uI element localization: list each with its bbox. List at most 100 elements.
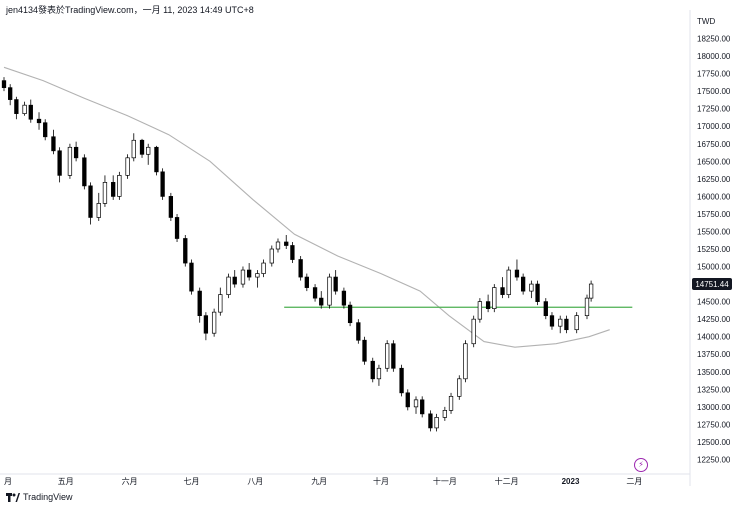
candle: [529, 280, 534, 299]
candle-body: [304, 276, 309, 288]
y-tick-label: 18250.00: [697, 35, 731, 44]
candle-body: [564, 318, 569, 331]
candle: [8, 84, 13, 106]
y-tick-label: 13500.00: [697, 368, 731, 377]
candle-body: [14, 99, 19, 114]
candle-body: [477, 301, 483, 320]
candle: [240, 266, 246, 288]
candle: [125, 154, 130, 179]
candle: [356, 319, 361, 344]
chart-header: jen4134發表於TradingView.com，一月 11, 2023 14…: [6, 5, 254, 15]
candle: [226, 273, 231, 299]
candle: [347, 301, 353, 327]
price-label-text: 14751.44: [695, 280, 729, 289]
candle-body: [43, 122, 48, 138]
y-tick-label: 18000.00: [697, 52, 731, 61]
candle-body: [211, 311, 217, 334]
x-tick-label: 八月: [247, 477, 263, 486]
candle-body: [146, 146, 151, 155]
candle-body: [203, 315, 209, 334]
candle: [391, 340, 396, 372]
candle-body: [492, 287, 497, 309]
candle: [471, 315, 476, 348]
candle-body: [117, 175, 122, 197]
x-tick-label: 十月: [373, 476, 389, 486]
candle: [588, 280, 594, 302]
candle: [492, 284, 497, 313]
candle-body: [428, 413, 433, 429]
candle-body: [514, 269, 520, 278]
candle: [57, 147, 62, 183]
candle-body: [312, 287, 318, 299]
y-tick-label: 13000.00: [697, 403, 731, 412]
y-tick-label: 17500.00: [697, 87, 731, 96]
candle: [535, 280, 540, 306]
y-tick-label: 13750.00: [697, 350, 731, 359]
candle-body: [82, 157, 87, 187]
candle-body: [160, 171, 165, 197]
price-label-box: [692, 277, 732, 290]
candle: [506, 266, 511, 299]
candle-body: [246, 269, 252, 278]
candle: [341, 287, 347, 309]
candle-body: [88, 185, 93, 218]
candle: [255, 270, 260, 288]
x-axis: 月 五月 六月 七月 八月 九月 十月 十一月 十二月 2023 二月: [4, 476, 642, 486]
candle: [405, 389, 410, 411]
candle: [96, 192, 101, 221]
x-tick-label: 月: [4, 477, 12, 486]
candle-body: [218, 294, 223, 313]
candle: [28, 99, 33, 123]
candle-body: [362, 339, 367, 362]
candle: [376, 364, 382, 386]
candle-body: [8, 87, 13, 100]
currency-label: TWD: [697, 17, 716, 26]
y-tick-label: 16500.00: [697, 157, 731, 166]
candle-body: [96, 203, 101, 218]
candle-body: [36, 118, 42, 124]
candle-body: [347, 304, 353, 324]
footer-brand: TradingView: [6, 492, 73, 502]
candle-body: [67, 146, 73, 176]
candle-body: [543, 301, 548, 317]
candle-body: [197, 290, 202, 317]
candle: [189, 259, 194, 295]
candle: [319, 291, 324, 309]
candle: [485, 294, 491, 313]
candle-body: [584, 297, 590, 317]
candle-body: [298, 259, 303, 278]
candle-body: [73, 146, 79, 159]
candle-body: [269, 248, 274, 264]
candle-body: [405, 392, 410, 408]
candle-body: [341, 290, 347, 306]
candle-body: [51, 136, 56, 152]
candle-body: [327, 276, 332, 306]
candle: [574, 312, 579, 334]
candle-body: [413, 399, 419, 408]
candle-body: [500, 287, 505, 295]
candle: [312, 284, 318, 302]
candle: [218, 287, 223, 316]
candle-body: [1, 80, 7, 89]
candle-body: [226, 276, 231, 295]
x-tick-label: 十二月: [495, 476, 519, 486]
candle-body: [168, 196, 174, 218]
candle: [43, 119, 48, 141]
candle-body: [232, 276, 237, 285]
candle: [154, 145, 159, 176]
candle: [448, 392, 454, 414]
candle: [111, 175, 116, 200]
moving-average-layer: [3, 66, 610, 348]
candle: [304, 273, 309, 292]
candle-body: [442, 410, 448, 418]
candle-body: [549, 315, 555, 327]
lightning-icon[interactable]: ⚡: [634, 458, 648, 472]
candle-body: [102, 182, 108, 204]
candle: [385, 340, 390, 372]
candle: [22, 101, 27, 116]
candle-body: [57, 150, 62, 176]
y-tick-label: 17000.00: [697, 122, 731, 131]
candle: [102, 175, 108, 207]
y-tick-label: 15500.00: [697, 227, 731, 236]
